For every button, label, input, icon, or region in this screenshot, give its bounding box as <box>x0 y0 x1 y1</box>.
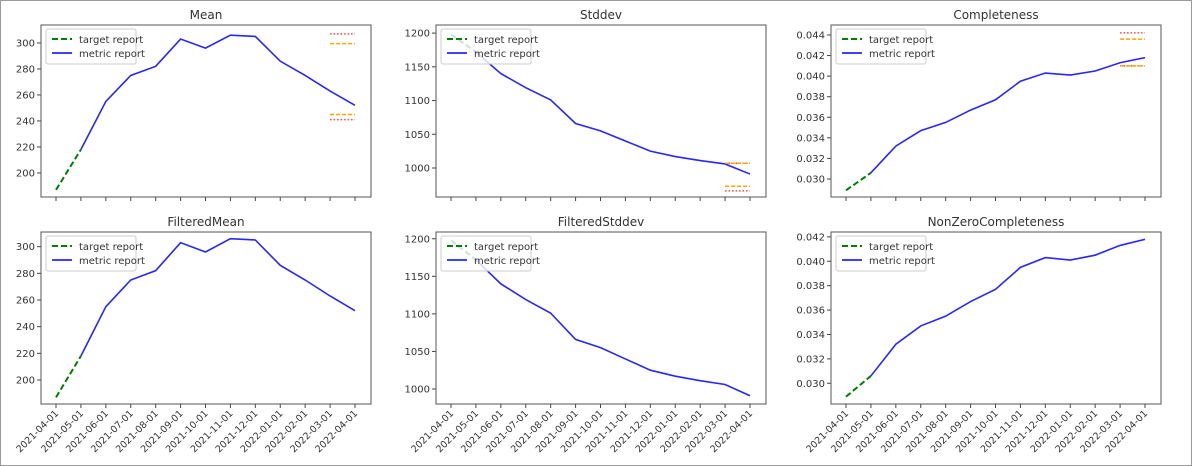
y-tick-label: 1050 <box>405 130 430 141</box>
y-tick-label: 0.044 <box>796 30 825 41</box>
legend-box <box>440 28 532 65</box>
y-tick-label: 1150 <box>405 62 430 73</box>
axes-frame <box>435 231 767 405</box>
subplot-filteredstddev: FilteredStddev100010501100115012002021-0… <box>405 215 767 455</box>
legend: target report metric report <box>835 235 935 272</box>
target-report-line <box>55 149 82 191</box>
y-tick-label: 0.034 <box>796 133 825 144</box>
y-tick-label: 0.032 <box>796 354 825 365</box>
y-tick-label: 280 <box>16 64 35 75</box>
legend-box <box>835 235 927 272</box>
chart-title: Completeness <box>953 8 1038 22</box>
y-tick-label: 260 <box>16 90 35 101</box>
y-tick-label: 240 <box>16 322 35 333</box>
y-tick-label: 0.034 <box>796 330 825 341</box>
chart-title: Mean <box>190 8 223 22</box>
y-tick-label: 1200 <box>405 29 430 40</box>
y-tick-label: 0.030 <box>796 174 825 185</box>
y-tick-label: 0.042 <box>796 51 825 62</box>
legend-target-label: target report <box>79 242 143 253</box>
y-tick-label: 1050 <box>405 347 430 358</box>
y-tick-label: 0.036 <box>796 306 825 317</box>
target-report-line <box>55 355 82 398</box>
y-tick-label: 1000 <box>405 163 430 174</box>
metric-report-line <box>475 259 751 397</box>
y-tick-label: 0.036 <box>796 113 825 124</box>
legend-metric-label: metric report <box>79 49 145 60</box>
subplot-completeness: Completeness 0.030 0.032 0.034 0.036 0.038 0.0… <box>796 8 1162 201</box>
chart-title: FilteredMean <box>167 215 244 229</box>
legend-target-label: target report <box>869 35 933 46</box>
legend: target report metric report <box>440 235 540 272</box>
axes-frame <box>40 24 372 198</box>
metric-report-line <box>80 34 356 150</box>
y-tick-label: 200 <box>16 376 35 387</box>
y-tick-label: 1200 <box>405 234 430 245</box>
y-tick-label: 200 <box>16 168 35 179</box>
subplot-stddev: Stddev 1000 1050 1100 1150 1200 target report m… <box>405 8 767 201</box>
legend: target report metric report <box>440 28 540 65</box>
legend-box <box>45 28 137 65</box>
y-tick-label: 0.040 <box>796 72 825 83</box>
y-tick-label: 1000 <box>405 384 430 395</box>
y-tick-label: 0.030 <box>796 379 825 390</box>
legend: target report metric report <box>45 235 145 272</box>
axes-frame <box>830 231 1162 405</box>
legend-target-label: target report <box>474 242 538 253</box>
metric-report-line <box>80 237 356 357</box>
subplot-mean: Mean 200 220 240 260 280 300 target report metri… <box>16 8 372 201</box>
axes-frame <box>435 24 767 198</box>
y-tick-label: 0.038 <box>796 92 825 103</box>
chart-title: NonZeroCompleteness <box>928 215 1065 229</box>
y-tick-label: 0.040 <box>796 257 825 268</box>
subplot-nonzerocompleteness: NonZeroCompleteness 0.030 0.032 0.034 0.036 0… <box>796 215 1162 455</box>
legend-box <box>45 235 137 272</box>
metric-report-line <box>870 238 1146 377</box>
legend-metric-label: metric report <box>79 256 145 267</box>
target-report-line <box>845 172 872 192</box>
y-tick-label: 300 <box>16 242 35 253</box>
metric-report-line <box>475 51 751 175</box>
legend-metric-label: metric report <box>474 256 540 267</box>
legend-target-label: target report <box>474 35 538 46</box>
y-tick-label: 0.042 <box>796 232 825 243</box>
y-tick-label: 1100 <box>405 96 430 107</box>
axes-frame <box>830 24 1162 198</box>
y-tick-label: 0.038 <box>796 281 825 292</box>
y-tick-label: 1150 <box>405 272 430 283</box>
legend-metric-label: metric report <box>869 49 935 60</box>
metric-report-line <box>870 56 1146 174</box>
target-report-line <box>845 375 872 398</box>
y-tick-label: 260 <box>16 296 35 307</box>
legend-metric-label: metric report <box>474 49 540 60</box>
y-tick-label: 280 <box>16 269 35 280</box>
legend-metric-label: metric report <box>869 256 935 267</box>
legend-box <box>835 28 927 65</box>
axes-frame <box>40 231 372 405</box>
legend-box <box>440 235 532 272</box>
y-tick-label: 240 <box>16 116 35 127</box>
y-tick-label: 1100 <box>405 309 430 320</box>
subplot-filteredmean: FilteredMean2002202402602803002021-04-01… <box>14 215 372 455</box>
chart-title: Stddev <box>580 8 622 22</box>
legend: target report metric report <box>835 28 935 65</box>
y-tick-label: 0.032 <box>796 154 825 165</box>
y-tick-label: 220 <box>16 142 35 153</box>
y-tick-label: 300 <box>16 38 35 49</box>
legend-target-label: target report <box>869 242 933 253</box>
chart-title: FilteredStddev <box>558 215 645 229</box>
y-tick-label: 220 <box>16 349 35 360</box>
legend: target report metric report <box>45 28 145 65</box>
legend-target-label: target report <box>79 35 143 46</box>
